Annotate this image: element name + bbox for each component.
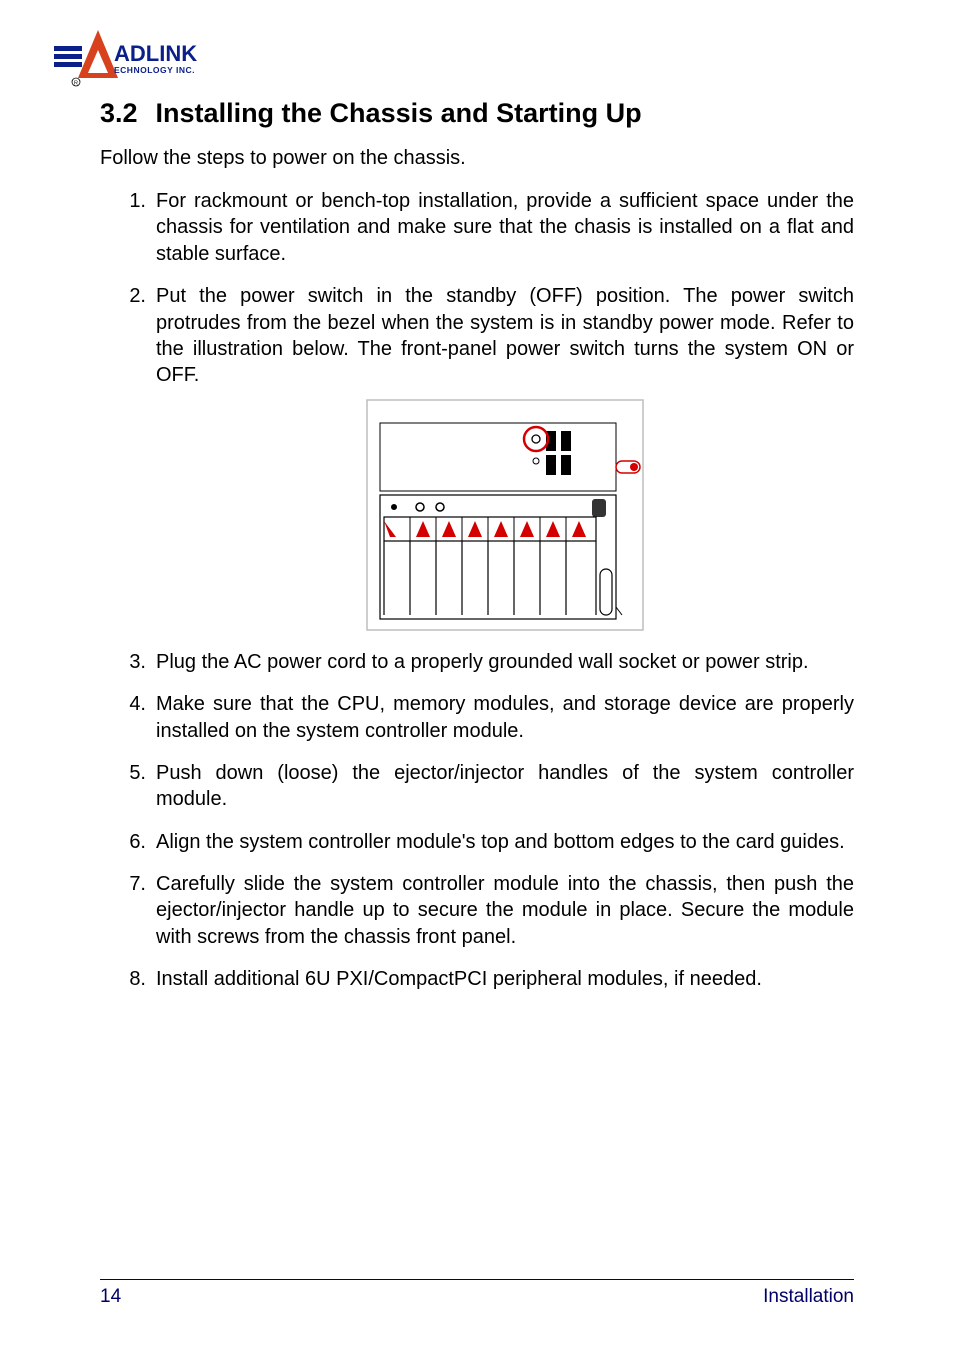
step-text: Plug the AC power cord to a properly gro…: [156, 651, 809, 673]
illustration: [156, 399, 854, 631]
chassis-slot-panel-icon: [380, 495, 622, 619]
step-text: Make sure that the CPU, memory modules, …: [156, 693, 854, 741]
logo-brand-text: ADLINK: [114, 41, 197, 66]
step-number: 6.: [116, 829, 146, 855]
step-item: 4.Make sure that the CPU, memory modules…: [156, 691, 854, 744]
section-number: 3.2: [100, 98, 138, 129]
step-number: 7.: [116, 871, 146, 897]
step-text: For rackmount or bench-top installation,…: [156, 190, 854, 265]
intro-text: Follow the steps to power on the chassis…: [100, 147, 854, 170]
step-text: Put the power switch in the standby (OFF…: [156, 285, 854, 386]
steps-list: 1. For rackmount or bench-top installatio…: [100, 188, 854, 993]
step-number: 4.: [116, 691, 146, 717]
logo-bars-icon: [54, 46, 82, 67]
step-number: 8.: [116, 966, 146, 992]
footer-label: Installation: [763, 1286, 854, 1308]
logo-brand-sub: ECHNOLOGY INC.: [114, 65, 195, 75]
step-text: Carefully slide the system controller mo…: [156, 873, 854, 948]
step-item: 1.For rackmount or bench-top installatio…: [156, 188, 854, 267]
brand-logo: ADLINK ECHNOLOGY INC. R: [54, 28, 224, 93]
step-text: Push down (loose) the ejector/injector h…: [156, 762, 854, 810]
step-number: 2.: [116, 283, 146, 309]
section-heading: 3.2 Installing the Chassis and Starting …: [100, 98, 854, 129]
svg-text:R: R: [74, 81, 78, 87]
step-item: 8.Install additional 6U PXI/CompactPCI p…: [156, 966, 854, 992]
step-number: 3.: [116, 649, 146, 675]
chassis-top-panel-icon: [380, 423, 640, 491]
step-text: Align the system controller module's top…: [156, 831, 845, 853]
step-item: 2.Put the power switch in the standby (O…: [156, 283, 854, 631]
step-number: 5.: [116, 760, 146, 786]
ejector-handle-icon: [600, 569, 612, 615]
step-item: 3.Plug the AC power cord to a properly g…: [156, 649, 854, 675]
step-number: 1.: [116, 188, 146, 214]
page-footer: 14 Installation: [100, 1279, 854, 1308]
page-number: 14: [100, 1286, 121, 1308]
step-item: 6.Align the system controller module's t…: [156, 829, 854, 855]
step-text: Install additional 6U PXI/CompactPCI per…: [156, 968, 762, 990]
step-item: 5.Push down (loose) the ejector/injector…: [156, 760, 854, 813]
step-item: 7.Carefully slide the system controller …: [156, 871, 854, 950]
section-title: Installing the Chassis and Starting Up: [156, 98, 642, 129]
